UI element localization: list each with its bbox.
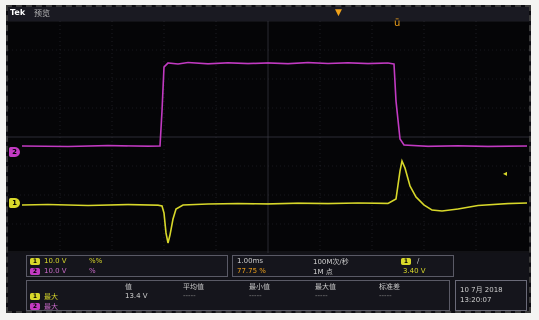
top-status-bar: Tek 预览 ▼ bbox=[8, 7, 529, 21]
ch1-badge: 1 bbox=[30, 258, 40, 265]
meas-header-value: 值 bbox=[125, 282, 132, 292]
ch2-bandwidth: % bbox=[89, 267, 96, 275]
ch1-waveform bbox=[22, 161, 527, 243]
trigger-slope: / bbox=[417, 257, 419, 265]
trigger-source-badge: 1 bbox=[401, 258, 411, 265]
meas2-name: 最大 bbox=[44, 302, 58, 312]
timebase: 1.00ms bbox=[237, 257, 263, 265]
meas1-value: 13.4 V bbox=[125, 292, 148, 300]
acquisition-state: 预览 bbox=[34, 8, 50, 19]
delay-position: 77.75 % bbox=[237, 267, 266, 275]
meas-header-mean: 平均值 bbox=[183, 282, 204, 292]
meas-header-min: 最小值 bbox=[249, 282, 270, 292]
ch1-scale: 10.0 V bbox=[44, 257, 67, 265]
ch2-waveform bbox=[22, 63, 527, 147]
ch2-ground-marker[interactable]: 2 bbox=[9, 147, 20, 157]
meas1-max: ----- bbox=[315, 292, 328, 300]
meas2-badge: 2 bbox=[30, 303, 40, 310]
trigger-level-marker-icon[interactable]: ◂ bbox=[503, 169, 507, 178]
meas-header-max: 最大值 bbox=[315, 282, 336, 292]
ch2-badge: 2 bbox=[30, 268, 40, 275]
vertical-settings-panel[interactable]: 1 10.0 V %% 2 10.0 V % bbox=[26, 255, 228, 277]
record-length: 1M 点 bbox=[313, 267, 333, 277]
meas1-stddev: ----- bbox=[379, 292, 392, 300]
datetime-panel: 10 7月 2018 13:20:07 bbox=[455, 280, 527, 311]
waveform-display[interactable] bbox=[8, 21, 529, 253]
brand-logo: Tek bbox=[10, 8, 25, 17]
trigger-point-marker-icon[interactable]: ū bbox=[394, 18, 400, 29]
ch1-bandwidth: %% bbox=[89, 257, 102, 265]
trigger-level: 3.40 V bbox=[403, 267, 426, 275]
meas1-badge: 1 bbox=[30, 293, 40, 300]
meas1-name: 最大 bbox=[44, 292, 58, 302]
ch1-ground-marker[interactable]: 1 bbox=[9, 198, 20, 208]
horizontal-trigger-panel[interactable]: 1.00ms 77.75 % 100M次/秒 1M 点 1 / 3.40 V bbox=[232, 255, 454, 277]
measurements-panel[interactable]: 值 平均值 最小值 最大值 标准差 1 最大 13.4 V ----- ----… bbox=[26, 280, 450, 311]
meas1-min: ----- bbox=[249, 292, 262, 300]
ch2-scale: 10.0 V bbox=[44, 267, 67, 275]
date: 10 7月 2018 bbox=[460, 285, 503, 295]
sample-rate: 100M次/秒 bbox=[313, 257, 349, 267]
time: 13:20:07 bbox=[460, 296, 491, 304]
trigger-position-marker-icon[interactable]: ▼ bbox=[335, 8, 342, 18]
meas1-mean: ----- bbox=[183, 292, 196, 300]
meas-header-stddev: 标准差 bbox=[379, 282, 400, 292]
graticule bbox=[8, 21, 529, 253]
